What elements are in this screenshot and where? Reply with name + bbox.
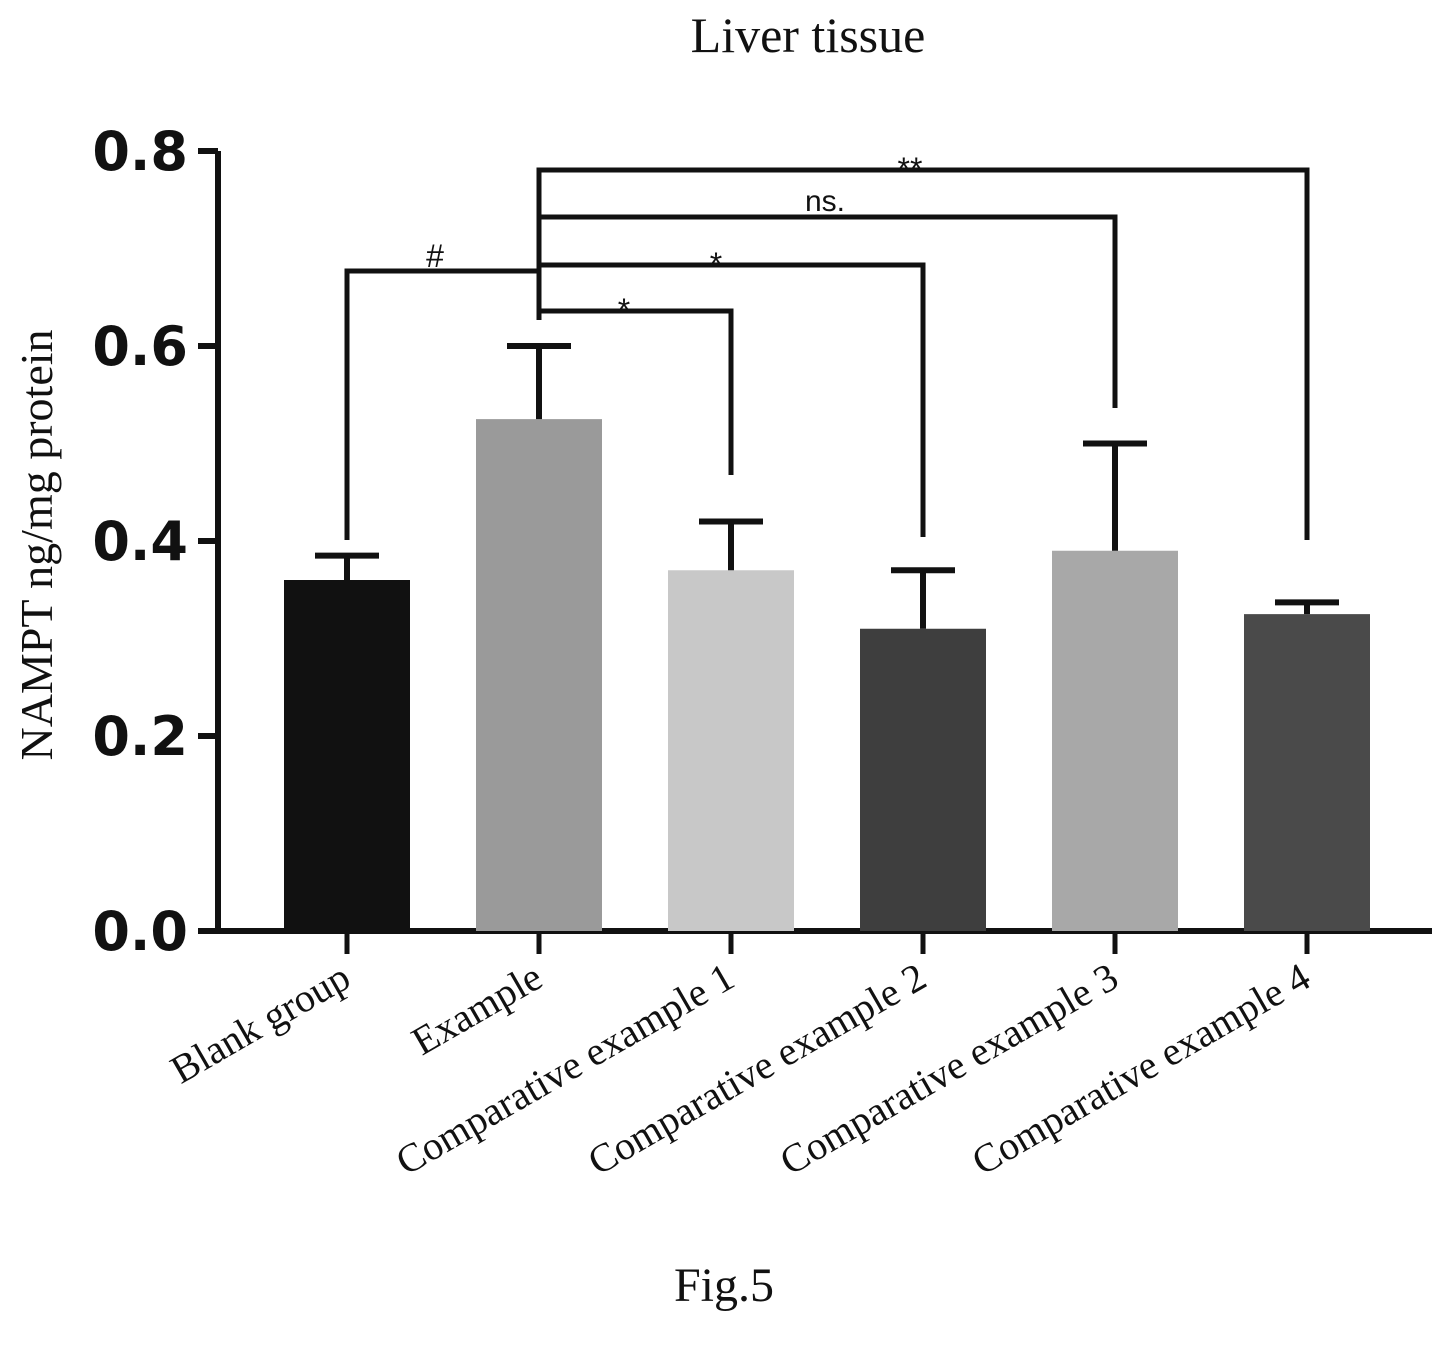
figure-caption: Fig.5 bbox=[673, 1259, 775, 1312]
y-tick-label: 0.0 bbox=[92, 900, 188, 963]
significance-label: * bbox=[710, 246, 722, 282]
y-tick-label: 0.8 bbox=[92, 120, 188, 183]
y-tick-label: 0.6 bbox=[92, 315, 188, 378]
y-tick-label: 0.2 bbox=[92, 705, 188, 768]
significance-label: ns. bbox=[805, 185, 845, 218]
bars bbox=[284, 419, 1370, 931]
x-category-label: Comparative example 2 bbox=[580, 954, 933, 1184]
bar-chart: Liver tissue NAMPT ng/mg protein 0.0 0.2 0… bbox=[11, 7, 1432, 1184]
bar bbox=[284, 580, 410, 931]
significance-label: # bbox=[426, 238, 444, 274]
bar bbox=[476, 419, 602, 931]
significance-label: * bbox=[618, 292, 630, 328]
x-category-label: Example bbox=[404, 954, 550, 1064]
x-category-label: Comparative example 1 bbox=[388, 954, 741, 1184]
x-category-label: Comparative example 4 bbox=[964, 954, 1317, 1184]
bar bbox=[668, 570, 794, 931]
y-axis-label: NAMPT ng/mg protein bbox=[11, 329, 62, 760]
significance-brackets: #**ns.** bbox=[344, 151, 1310, 540]
y-tick-label: 0.4 bbox=[92, 510, 188, 573]
significance-bracket bbox=[536, 167, 1310, 540]
error-bars bbox=[315, 343, 1339, 629]
chart-title: Liver tissue bbox=[691, 7, 926, 63]
bar bbox=[1052, 550, 1178, 931]
x-category-label: Blank group bbox=[163, 954, 358, 1092]
bar bbox=[860, 628, 986, 931]
significance-label: ** bbox=[898, 151, 923, 187]
x-category-label: Comparative example 3 bbox=[772, 954, 1125, 1184]
bar bbox=[1244, 614, 1370, 931]
